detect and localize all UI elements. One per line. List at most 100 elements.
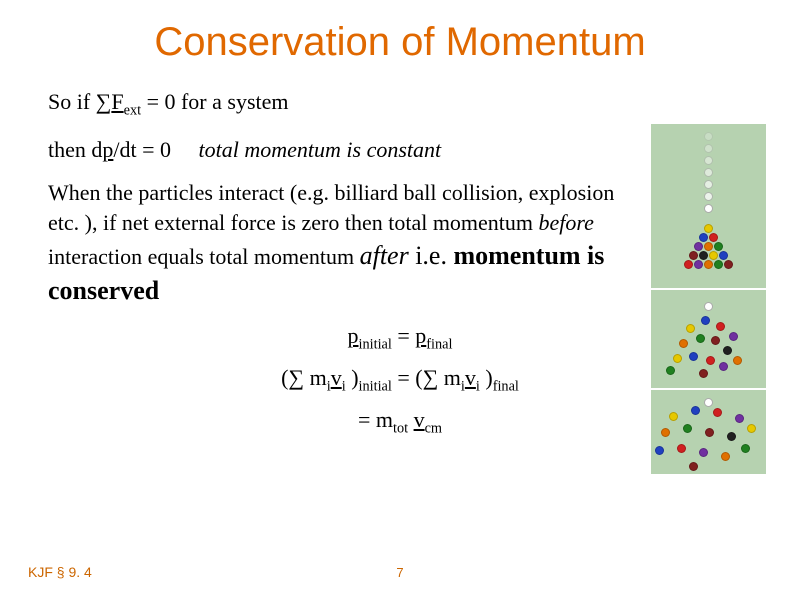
- billiard-ball: [721, 452, 730, 461]
- text: When the particles interact (e.g. billia…: [48, 180, 614, 235]
- billiard-ball: [727, 432, 736, 441]
- line-result: then dp/dt = 0 total momentum is constan…: [48, 135, 752, 165]
- text: ): [480, 365, 493, 390]
- subscript: tot: [393, 421, 408, 437]
- cue-ball-trail: [704, 132, 713, 141]
- billiard-ball: [729, 332, 738, 341]
- billiard-ball: [655, 446, 664, 455]
- panel-separator: [651, 288, 766, 290]
- billiard-ball: [711, 336, 720, 345]
- illustration-panel-2: [651, 294, 766, 384]
- cue-ball: [704, 398, 713, 407]
- slide-title: Conservation of Momentum: [48, 20, 752, 65]
- billiard-ball: [709, 251, 718, 260]
- subscript: cm: [425, 421, 442, 437]
- vector-p: p: [102, 137, 113, 162]
- billiard-ball: [709, 233, 718, 242]
- billiard-ball: [713, 408, 722, 417]
- vector-F: F: [111, 89, 123, 114]
- line-condition: So if ∑Fext = 0 for a system: [48, 87, 752, 121]
- billiard-ball: [686, 324, 695, 333]
- billiard-ball: [673, 354, 682, 363]
- illustration-panel-3: [651, 394, 766, 474]
- billiard-ball: [735, 414, 744, 423]
- subscript: initial: [359, 336, 392, 352]
- billiard-ball: [704, 224, 713, 233]
- text: ): [346, 365, 359, 390]
- billiard-ball: [704, 260, 713, 269]
- text-italic: after: [360, 241, 409, 270]
- billiard-ball: [747, 424, 756, 433]
- cue-ball-trail: [704, 168, 713, 177]
- vector-v: v: [331, 365, 342, 390]
- billiard-ball: [694, 242, 703, 251]
- billiard-ball: [683, 424, 692, 433]
- billiard-ball: [696, 334, 705, 343]
- text: So if ∑: [48, 89, 111, 114]
- cue-ball-trail: [704, 156, 713, 165]
- cue-ball: [704, 204, 713, 213]
- billiard-ball: [691, 406, 700, 415]
- vector-p: p: [348, 323, 359, 348]
- page-number: 7: [396, 565, 403, 580]
- equation-3: = mtot vcm: [48, 400, 752, 442]
- equations-block: pinitial = pfinal (∑ mivi )initial = (∑ …: [48, 316, 752, 442]
- cue-ball-trail: [704, 180, 713, 189]
- billiard-ball: [661, 428, 670, 437]
- cue-ball-trail: [704, 144, 713, 153]
- subscript: final: [426, 336, 452, 352]
- text: interaction equals total momentum: [48, 244, 360, 269]
- footer-reference: KJF § 9. 4: [28, 564, 92, 580]
- billiard-ball: [694, 260, 703, 269]
- subscript: final: [493, 378, 519, 394]
- billiard-ball: [714, 242, 723, 251]
- billiard-ball: [699, 233, 708, 242]
- subscript: ext: [124, 102, 141, 118]
- billiard-ball: [723, 346, 732, 355]
- billiard-ball: [684, 260, 693, 269]
- billiard-ball: [705, 428, 714, 437]
- billiard-ball: [714, 260, 723, 269]
- vector-p: p: [415, 323, 426, 348]
- text: (∑ m: [281, 365, 327, 390]
- billiard-ball: [679, 339, 688, 348]
- vector-v: v: [414, 407, 425, 432]
- text: = m: [358, 407, 393, 432]
- billiard-ball: [741, 444, 750, 453]
- slide: Conservation of Momentum So if ∑Fext = 0…: [0, 0, 800, 600]
- paragraph-explanation: When the particles interact (e.g. billia…: [48, 178, 638, 308]
- cue-ball: [704, 302, 713, 311]
- equation-1: pinitial = pfinal: [48, 316, 752, 358]
- billiard-ball: [699, 369, 708, 378]
- billiard-ball: [689, 352, 698, 361]
- billiard-ball: [699, 251, 708, 260]
- billiard-ball: [706, 356, 715, 365]
- text: i.e.: [409, 241, 454, 270]
- text: = 0 for a system: [141, 89, 288, 114]
- billiard-ball: [724, 260, 733, 269]
- panel-separator: [651, 388, 766, 390]
- billiard-ball: [699, 448, 708, 457]
- equation-2: (∑ mivi )initial = (∑ mivi )final: [48, 358, 752, 400]
- text: = (∑ m: [392, 365, 461, 390]
- billiard-illustration: [651, 124, 766, 474]
- text-italic: before: [539, 210, 594, 235]
- text: then d: [48, 137, 102, 162]
- billiard-ball: [689, 251, 698, 260]
- text-italic: total momentum is constant: [199, 137, 442, 162]
- billiard-ball: [669, 412, 678, 421]
- billiard-ball: [716, 322, 725, 331]
- billiard-ball: [689, 462, 698, 471]
- text: /dt = 0: [113, 137, 171, 162]
- vector-v: v: [465, 365, 476, 390]
- billiard-ball: [666, 366, 675, 375]
- subscript: initial: [359, 378, 392, 394]
- billiard-ball: [704, 242, 713, 251]
- billiard-ball: [719, 251, 728, 260]
- illustration-panel-1: [651, 124, 766, 284]
- cue-ball-trail: [704, 192, 713, 201]
- billiard-ball: [677, 444, 686, 453]
- billiard-ball: [701, 316, 710, 325]
- billiard-ball: [719, 362, 728, 371]
- billiard-ball: [733, 356, 742, 365]
